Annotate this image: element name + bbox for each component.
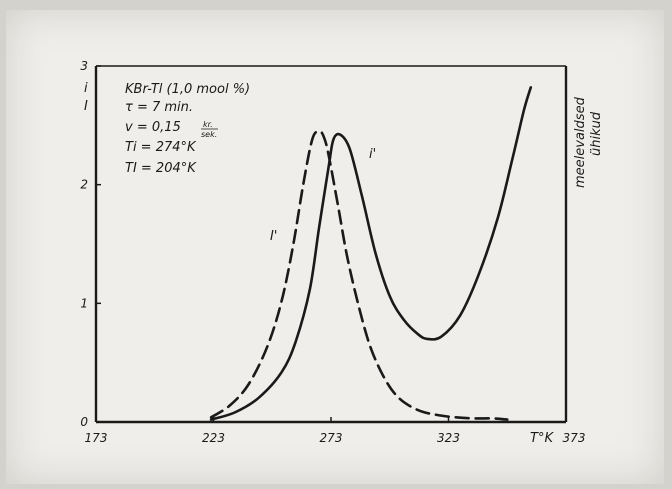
right-label-line1: meelevaldsed [573,96,588,188]
y-tick-label: 3 [80,59,88,73]
annotation-Ti: Ti = 274°K [125,140,197,155]
series-line-i-prime [209,86,533,421]
x-tick-label: 323 [437,431,460,445]
annotation-rate: v = 0,15 [125,120,181,135]
x-tick-label: 373 [563,431,586,445]
y-tick-label: 2 [80,178,88,192]
y-label-i: i [84,81,88,96]
annotation-tau: τ = 7 min. [125,100,193,115]
curve-label-i-prime: i' [369,147,376,162]
photo-paper [6,10,664,484]
y-tick-label: 0 [80,415,88,429]
annotation-material: KBr-Tl (1,0 mool %) [125,82,250,97]
series-line-I-prime [209,129,509,421]
annotation-rate-unit-top: kr. [203,120,213,129]
x-tick-label: 223 [202,431,225,445]
curve-label-I-prime: I' [270,229,277,244]
y-label-I: I [84,99,88,114]
annotation-TI: TI = 204°K [125,161,197,176]
annotation-rate-unit-bottom: sek. [201,130,217,139]
y-tick-label: 1 [80,296,88,310]
x-tick-label: 173 [85,431,108,445]
right-label-line2: ühikud [589,111,604,156]
x-tick-label: 273 [320,431,343,445]
x-label: T°K [530,431,554,446]
